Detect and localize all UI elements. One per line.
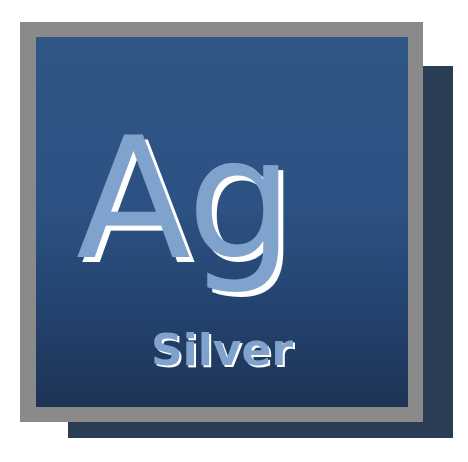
element-symbol: Ag (76, 101, 294, 297)
element-tile-face: Ag Silver (36, 37, 408, 407)
element-name: Silver (150, 325, 294, 376)
